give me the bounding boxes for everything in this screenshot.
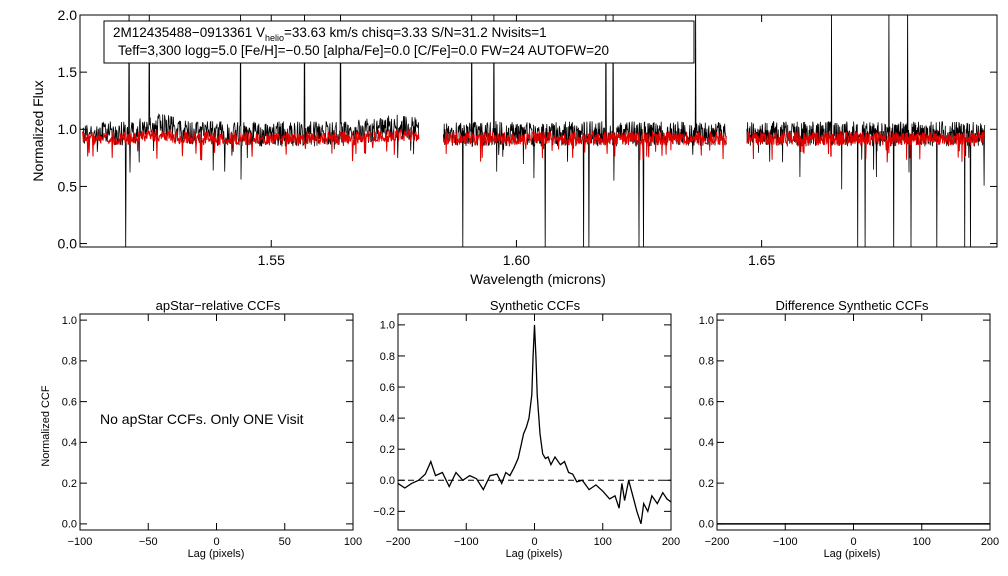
synthetic-ccf-x-tick-label: 200 bbox=[662, 536, 680, 548]
difference-ccf-panel: Difference Synthetic CCFs −200 −100 0 100 20… bbox=[699, 298, 999, 560]
synthetic-ccf-y-ticks: −0.2 0.0 0.2 0.4 0.6 0.8 1.0 bbox=[373, 320, 671, 518]
spectrum-panel: 1.55 1.60 1.65 0.0 0.5 1.0 1.5 2.0 Wavelength … bbox=[30, 7, 998, 287]
difference-ccf-y-tick-label: 0.0 bbox=[699, 519, 714, 531]
difference-ccf-y-tick-label: 0.6 bbox=[699, 396, 714, 408]
apstar-ccf-x-tick-label: 0 bbox=[213, 536, 219, 548]
apstar-ccf-x-tick-label: 100 bbox=[344, 536, 362, 548]
apstar-ccf-y-tick-label: 0.6 bbox=[62, 396, 77, 408]
difference-ccf-x-tick-label: 100 bbox=[913, 536, 931, 548]
spectrum-y-tick-label: 1.5 bbox=[58, 64, 78, 80]
apstar-ccf-y-tick-label: 0.4 bbox=[62, 437, 77, 449]
apstar-ccf-x-tick-label: −100 bbox=[68, 536, 93, 548]
info-line-1: 2M12435488−0913361 Vhelio=33.63 km/s chi… bbox=[113, 25, 547, 43]
difference-ccf-x-tick-label: 200 bbox=[981, 536, 999, 548]
model-spectrum-segment bbox=[82, 128, 420, 162]
spectrum-y-tick-label: 0.0 bbox=[58, 235, 78, 251]
synthetic-ccf-x-label: Lag (pixels) bbox=[506, 548, 563, 560]
synthetic-ccf-y-tick-label: 0.8 bbox=[380, 351, 395, 363]
ccf-y-label: Normalized CCF bbox=[40, 385, 52, 467]
model-spectrum-segment bbox=[442, 130, 727, 162]
synthetic-ccf-y-tick-label: 0.6 bbox=[380, 382, 395, 394]
difference-ccf-y-tick-label: 0.2 bbox=[699, 478, 714, 490]
apstar-ccf-x-tick-label: 50 bbox=[279, 536, 291, 548]
synthetic-ccf-y-tick-label: −0.2 bbox=[373, 506, 395, 518]
apstar-ccf-message: No apStar CCFs. Only ONE Visit bbox=[100, 411, 304, 427]
synthetic-ccf-y-tick-label: 0.4 bbox=[380, 413, 395, 425]
model-spectrum-line bbox=[82, 128, 985, 163]
model-spectrum-segment bbox=[746, 130, 985, 163]
apstar-ccf-x-label: Lag (pixels) bbox=[188, 548, 245, 560]
synthetic-ccf-x-ticks: −200 −100 0 100 200 bbox=[386, 314, 680, 548]
apstar-ccf-y-tick-label: 0.8 bbox=[62, 356, 77, 368]
info-line-2: Teff=3,300 logg=5.0 [Fe/H]=−0.50 [alpha/… bbox=[118, 43, 609, 58]
difference-ccf-frame bbox=[716, 313, 991, 531]
info-box bbox=[103, 20, 695, 64]
difference-ccf-y-tick-label: 0.4 bbox=[699, 437, 714, 449]
spectrum-x-tick-label: 1.65 bbox=[748, 252, 775, 268]
apstar-ccf-y-tick-label: 0.2 bbox=[62, 478, 77, 490]
spectrum-x-tick-label: 1.60 bbox=[503, 252, 530, 268]
difference-ccf-x-tick-label: −100 bbox=[773, 536, 798, 548]
difference-ccf-title: Difference Synthetic CCFs bbox=[776, 298, 929, 313]
spectrum-y-tick-label: 1.0 bbox=[58, 121, 78, 137]
apstar-ccf-y-tick-label: 0.0 bbox=[62, 519, 77, 531]
spectrum-x-ticks: 1.55 1.60 1.65 bbox=[258, 15, 775, 268]
synthetic-ccf-panel: Synthetic CCFs −200 −100 0 100 200 −0.2 0.0 0.… bbox=[373, 298, 680, 560]
synthetic-ccf-frame bbox=[397, 313, 672, 531]
observed-spectrum-segment bbox=[746, 15, 986, 247]
apstar-ccf-panel: apStar−relative CCFs −100 −50 0 50 100 0.00.… bbox=[40, 298, 362, 560]
apstar-ccf-x-tick-label: −50 bbox=[139, 536, 158, 548]
spectrum-y-tick-label: 2.0 bbox=[58, 7, 78, 23]
spectrum-y-tick-label: 0.5 bbox=[58, 178, 78, 194]
spectrum-y-label: Normalized Flux bbox=[30, 80, 46, 181]
spectrum-plot-frame bbox=[79, 14, 998, 248]
apstar-ccf-y-tick-label: 1.0 bbox=[62, 315, 77, 327]
apstar-ccf-title: apStar−relative CCFs bbox=[156, 298, 281, 313]
apstar-ccf-y-ticks: 0.0 0.2 0.4 0.6 0.8 1.0 bbox=[62, 315, 353, 531]
synthetic-ccf-x-tick-label: −100 bbox=[454, 536, 479, 548]
apstar-ccf-x-ticks: −100 −50 0 50 100 bbox=[68, 314, 362, 548]
synthetic-ccf-y-tick-label: 0.0 bbox=[380, 475, 395, 487]
synthetic-ccf-line bbox=[397, 324, 672, 525]
difference-ccf-y-ticks: 0.0 0.2 0.4 0.6 0.8 1.0 bbox=[699, 315, 990, 531]
spectrum-y-ticks: 0.0 0.5 1.0 1.5 2.0 bbox=[58, 7, 997, 251]
synthetic-ccf-x-tick-label: 100 bbox=[594, 536, 612, 548]
synthetic-ccf-y-tick-label: 1.0 bbox=[380, 320, 395, 332]
synthetic-ccf-x-tick-label: 0 bbox=[531, 536, 537, 548]
difference-ccf-y-tick-label: 0.8 bbox=[699, 356, 714, 368]
spectrum-x-tick-label: 1.55 bbox=[258, 252, 285, 268]
difference-ccf-x-ticks: −200 −100 0 100 200 bbox=[705, 314, 999, 548]
difference-ccf-x-label: Lag (pixels) bbox=[824, 548, 881, 560]
difference-ccf-x-tick-label: 0 bbox=[850, 536, 856, 548]
synthetic-ccf-x-tick-label: −200 bbox=[386, 536, 411, 548]
synthetic-ccf-y-tick-label: 0.2 bbox=[380, 444, 395, 456]
difference-ccf-x-tick-label: −200 bbox=[705, 536, 730, 548]
synthetic-ccf-title: Synthetic CCFs bbox=[490, 298, 581, 313]
spectrum-x-label: Wavelength (microns) bbox=[470, 271, 606, 287]
difference-ccf-y-tick-label: 1.0 bbox=[699, 315, 714, 327]
